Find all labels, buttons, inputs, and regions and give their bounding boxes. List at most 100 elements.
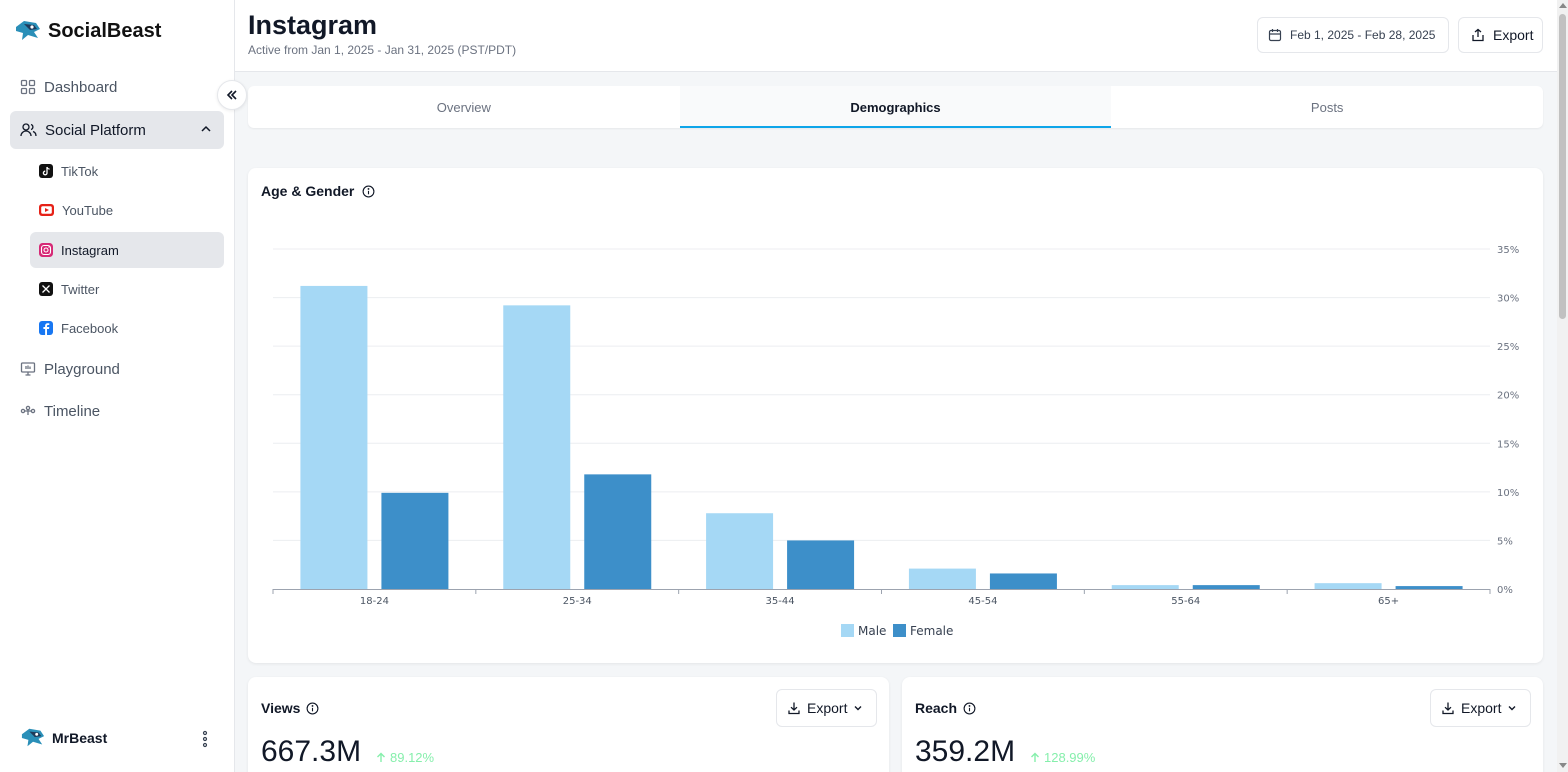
- share-upload-icon: [1472, 28, 1484, 42]
- x-tick-label: 55-64: [1171, 596, 1200, 607]
- reach-export-label: Export: [1461, 700, 1502, 716]
- sidebar-item-label: Instagram: [61, 242, 119, 258]
- users-icon: [20, 123, 37, 137]
- bar-female-65+: [1395, 586, 1463, 589]
- age-gender-chart: 0% 5% 10% 15% 20% 25% 30% 35% 18-24 25-34 35-44 45-…: [272, 245, 1519, 638]
- avatar: [21, 728, 45, 747]
- nav-dashboard[interactable]: Dashboard: [10, 68, 224, 106]
- chevrons-left-icon: [226, 90, 237, 100]
- legend-swatch-male: [841, 624, 854, 637]
- reach-change: 128.99%: [1030, 750, 1095, 765]
- views-card: Views Export 667.3M 89.12%: [248, 677, 889, 772]
- brand-name: SocialBeast: [48, 19, 162, 42]
- user-name: MrBeast: [52, 730, 108, 746]
- timeline-icon: [20, 405, 36, 415]
- x-tick-label: 45-54: [968, 596, 997, 607]
- views-export-button[interactable]: Export: [776, 689, 877, 727]
- download-icon: [1442, 702, 1454, 715]
- views-change: 89.12%: [376, 750, 434, 765]
- age-gender-card: Age & Gender 0% 5% 10% 15% 20% 25% 30% 35% 18-24…: [248, 168, 1543, 663]
- bar-male-45-54: [908, 568, 976, 589]
- scroll-down-arrow-icon[interactable]: [1559, 763, 1567, 768]
- sidebar-item-tiktok[interactable]: TikTok: [30, 153, 224, 189]
- brand-logo-icon: [16, 21, 40, 40]
- bar-male-25-34: [503, 305, 571, 589]
- bar-female-55-64: [1192, 585, 1260, 589]
- sidebar-item-label: TikTok: [61, 163, 99, 179]
- sidebar-item-label: Facebook: [61, 320, 119, 336]
- y-tick-label: 5%: [1497, 536, 1513, 547]
- user-profile[interactable]: MrBeast: [20, 726, 107, 750]
- more-vertical-icon[interactable]: [200, 729, 210, 749]
- reach-title: Reach: [915, 700, 976, 716]
- y-tick-label: 30%: [1497, 294, 1519, 305]
- reach-export-button[interactable]: Export: [1430, 689, 1531, 727]
- views-value: 667.3M: [261, 735, 362, 768]
- reach-change-value: 128.99%: [1044, 750, 1096, 765]
- dashboard-icon: [20, 79, 36, 95]
- nav-timeline[interactable]: Timeline: [10, 392, 224, 430]
- views-export-label: Export: [807, 700, 848, 716]
- y-tick-label: 25%: [1497, 342, 1519, 353]
- sidebar-item-instagram[interactable]: Instagram: [30, 232, 224, 268]
- y-tick-label: 10%: [1497, 488, 1519, 499]
- nav-social-platform[interactable]: Social Platform: [10, 111, 224, 149]
- views-change-value: 89.12%: [390, 750, 435, 765]
- views-title: Views: [261, 700, 319, 716]
- arrow-up-icon: [1031, 752, 1039, 762]
- instagram-icon: [39, 243, 53, 257]
- date-range-label: Feb 1, 2025 - Feb 28, 2025: [1290, 28, 1436, 42]
- legend-label-male: Male: [858, 624, 886, 638]
- bar-male-18-24: [300, 285, 368, 589]
- facebook-icon: [39, 321, 53, 335]
- chart-title: Age & Gender: [261, 183, 375, 199]
- chevron-down-icon: [854, 706, 862, 711]
- arrow-up-icon: [377, 752, 385, 762]
- nav-dashboard-label: Dashboard: [44, 78, 118, 96]
- x-tick-label: 25-34: [563, 596, 592, 607]
- monitor-icon: [20, 362, 36, 376]
- x-twitter-icon: [39, 282, 53, 296]
- nav-playground-label: Playground: [44, 360, 120, 378]
- sidebar-item-youtube[interactable]: YouTube: [30, 192, 224, 228]
- export-button[interactable]: Export: [1458, 17, 1543, 53]
- reach-title-text: Reach: [915, 700, 958, 716]
- y-tick-label: 0%: [1497, 585, 1513, 596]
- tab-overview[interactable]: Overview: [436, 99, 491, 115]
- chevron-down-icon: [1508, 706, 1516, 711]
- page-scrollbar[interactable]: [1557, 0, 1568, 772]
- bar-male-35-44: [706, 513, 774, 589]
- bar-male-65+: [1314, 583, 1382, 589]
- export-label: Export: [1493, 27, 1534, 43]
- info-icon[interactable]: [306, 702, 319, 715]
- sidebar-item-twitter[interactable]: Twitter: [30, 271, 224, 307]
- scroll-thumb[interactable]: [1559, 14, 1566, 319]
- y-tick-label: 35%: [1497, 245, 1519, 256]
- tab-demographics[interactable]: Demographics: [679, 86, 1112, 128]
- date-range-picker[interactable]: Feb 1, 2025 - Feb 28, 2025: [1257, 17, 1449, 53]
- x-tick-label: 65+: [1378, 596, 1399, 607]
- tab-bar: Overview Demographics Posts: [248, 86, 1543, 128]
- sidebar-item-facebook[interactable]: Facebook: [30, 310, 224, 346]
- info-icon[interactable]: [963, 702, 976, 715]
- info-icon[interactable]: [362, 185, 375, 198]
- page-title: Instagram: [248, 10, 378, 40]
- x-tick-label: 35-44: [766, 596, 795, 607]
- youtube-icon: [39, 204, 54, 216]
- y-tick-label: 15%: [1497, 439, 1519, 450]
- collapse-sidebar-button[interactable]: [217, 80, 247, 110]
- sidebar-item-label: YouTube: [62, 202, 114, 218]
- nav-playground[interactable]: Playground: [10, 350, 224, 388]
- download-icon: [788, 702, 800, 715]
- bar-female-45-54: [989, 573, 1057, 589]
- chart-title-text: Age & Gender: [261, 183, 355, 199]
- brand[interactable]: SocialBeast: [14, 18, 161, 44]
- calendar-icon: [1268, 29, 1282, 42]
- page-header: Instagram Active from Jan 1, 2025 - Jan …: [235, 0, 1557, 72]
- nav-timeline-label: Timeline: [44, 402, 101, 420]
- tab-posts[interactable]: Posts: [1310, 99, 1344, 115]
- scroll-up-arrow-icon[interactable]: [1559, 3, 1567, 8]
- y-tick-label: 20%: [1497, 391, 1519, 402]
- x-tick-label: 18-24: [360, 596, 389, 607]
- tiktok-icon: [39, 164, 53, 178]
